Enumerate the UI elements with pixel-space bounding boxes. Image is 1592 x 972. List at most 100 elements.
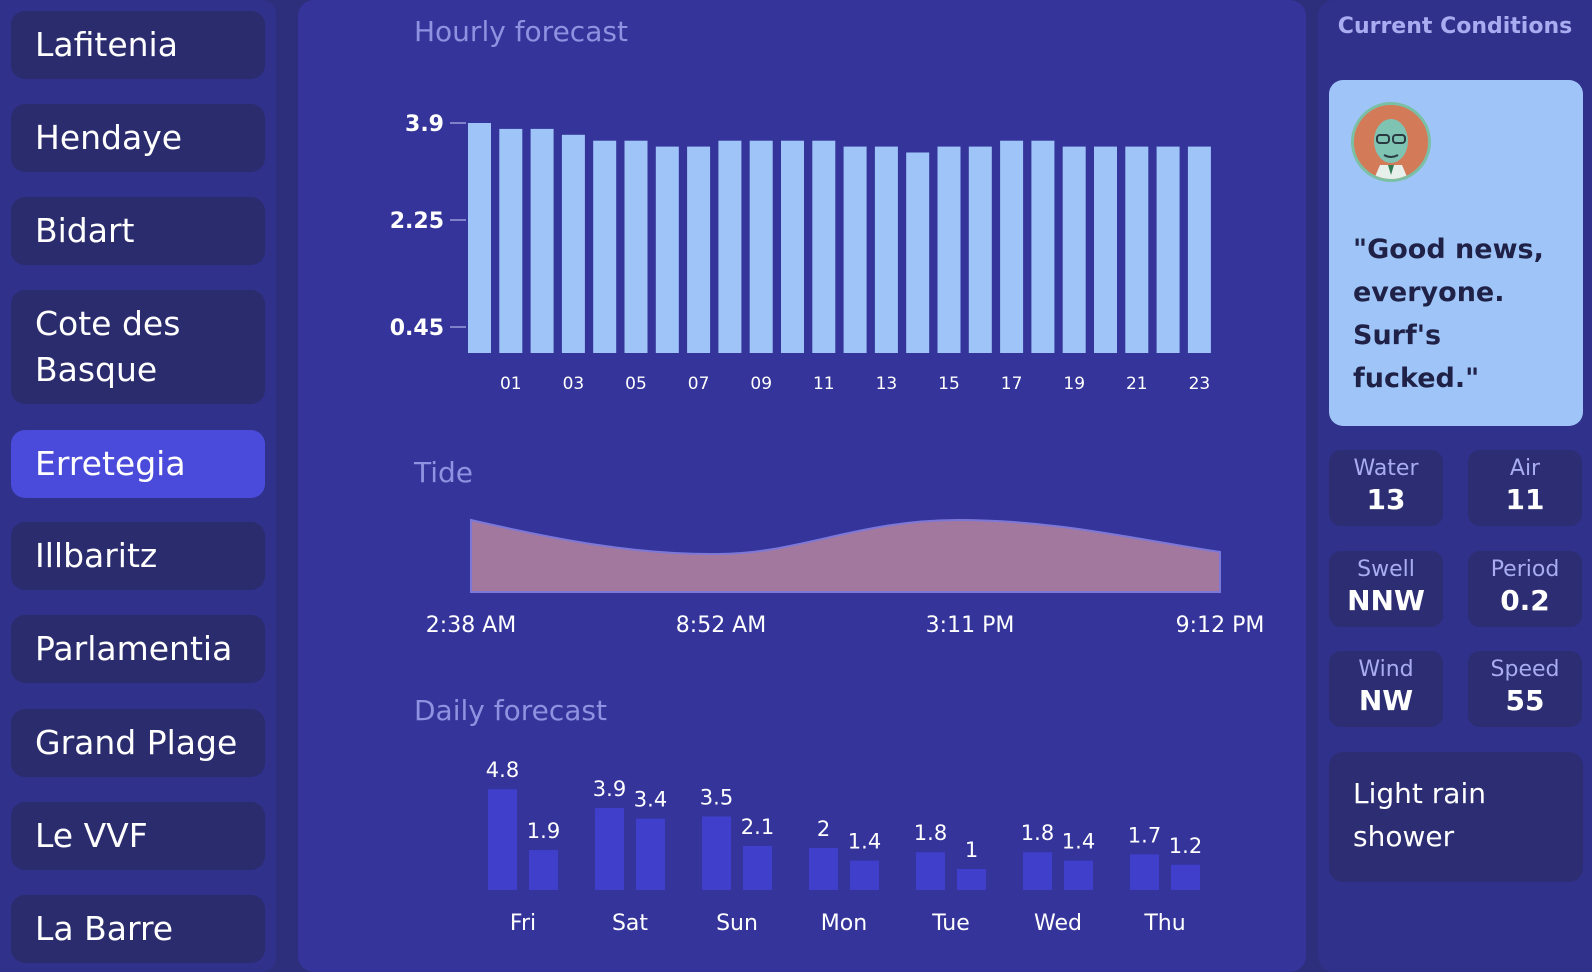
x-tick-label: 17 [1001,374,1023,394]
daily-value-label: 1.9 [527,819,560,843]
x-tick-label: 11 [813,374,835,394]
speed-value: 55 [1505,684,1545,717]
daily-day-label: Thu [1143,911,1185,936]
speed-stat: Speed 55 [1468,651,1582,727]
spot-label: Grand Plage [35,723,238,762]
x-tick-label: 05 [625,374,647,394]
tide-area [470,518,1221,593]
daily-value-label: 1.8 [914,821,947,845]
weather-condition: Light rain shower [1329,752,1583,882]
hourly-bar [812,140,836,353]
hourly-bar [1187,146,1211,353]
spot-label: Illbaritz [35,536,158,575]
daily-bar [595,808,624,890]
x-tick-label: 21 [1126,374,1148,394]
period-label: Period [1490,557,1560,582]
x-tick-label: 23 [1189,374,1211,394]
x-tick-label: 13 [876,374,898,394]
spot-label: Cote des Basque [35,304,181,389]
hourly-bar [530,128,554,353]
tide-time-label: 2:38 AM [426,613,516,638]
quote-card: "Good news, everyone. Surf's fucked." [1329,80,1583,426]
x-tick-label: 07 [688,374,710,394]
spot-label: Parlamentia [35,629,233,668]
wind-stat: Wind NW [1329,651,1443,727]
daily-value-label: 3.4 [634,788,667,812]
hourly-bar [687,146,711,353]
tide-time-label: 9:12 PM [1176,613,1265,638]
daily-bar [957,869,986,890]
daily-forecast-chart: 4.8 1.9 Fri 3.9 3.4 Sat 3.5 2.1 Sun 2 1.4 Mon 1.8 1 Tu… [486,758,1202,936]
spot-label: Hendaye [35,118,183,157]
hourly-bar [624,140,648,353]
hourly-bar [968,146,992,353]
daily-day-label: Sat [612,911,648,936]
spot-label: Lafitenia [35,25,178,64]
spot-item-hendaye[interactable]: Hendaye [11,104,265,172]
daily-bar [743,845,772,890]
y-tick-label: 2.25 [390,209,444,234]
air-stat: Air 11 [1468,450,1582,526]
daily-bar [1023,852,1052,890]
hourly-bar [1062,146,1086,353]
x-tick-label: 03 [563,374,585,394]
hourly-bar [1125,146,1149,353]
hourly-bar [1094,146,1117,353]
spot-item-grand-plage[interactable]: Grand Plage [11,709,265,777]
spot-item-erretegia[interactable]: Erretegia [11,430,265,498]
spot-label: Bidart [35,211,135,250]
spot-item-lafitenia[interactable]: Lafitenia [11,11,265,79]
daily-forecast-title: Daily forecast [414,694,607,727]
daily-value-label: 1 [965,838,978,862]
daily-day-label: Mon [821,911,867,936]
hourly-bar [781,140,804,353]
spot-item-parlamentia[interactable]: Parlamentia [11,615,265,683]
daily-bar [1171,864,1200,890]
spot-item-illbaritz[interactable]: Illbaritz [11,522,265,590]
tide-title: Tide [414,456,474,489]
spot-label: Erretegia [35,444,186,483]
hourly-bar [1031,140,1055,353]
current-conditions-panel: Current Conditions "Good news, everyone.… [1318,0,1592,972]
hourly-bar [499,128,523,353]
daily-bar [1064,860,1093,890]
swell-label: Swell [1357,557,1415,582]
hourly-bar [655,146,679,353]
spot-sidebar: Lafitenia Hendaye Bidart Cote des Basque… [0,0,276,972]
daily-value-label: 1.8 [1021,821,1054,845]
hourly-bar [843,146,867,353]
hourly-bar [1000,140,1024,353]
spot-label: Le VVF [35,816,148,855]
wind-label: Wind [1358,657,1414,682]
daily-value-label: 1.2 [1169,834,1202,858]
hourly-bar [937,146,961,353]
daily-value-label: 3.9 [593,777,626,801]
water-value: 13 [1366,483,1406,516]
daily-day-label: Fri [510,911,536,936]
daily-bar [702,816,731,890]
period-value: 0.2 [1500,584,1550,617]
air-label: Air [1509,456,1541,481]
period-stat: Period 0.2 [1468,551,1582,627]
swell-stat: Swell NNW [1329,551,1443,627]
x-tick-label: 15 [938,374,960,394]
x-tick-label: 01 [500,374,522,394]
spot-item-bidart[interactable]: Bidart [11,197,265,265]
tide-time-label: 3:11 PM [926,613,1015,638]
daily-value-label: 1.7 [1128,823,1161,847]
daily-bar [809,848,838,890]
spot-item-la-barre[interactable]: La Barre [11,895,265,963]
weather-condition-text: Light rain shower [1353,777,1486,853]
daily-value-label: 4.8 [486,758,519,782]
tide-chart: 2:38 AM 8:52 AM 3:11 PM 9:12 PM [426,518,1265,638]
daily-day-label: Tue [931,911,970,936]
current-conditions-title: Current Conditions [1337,14,1573,39]
daily-bar [916,852,945,890]
spot-item-le-vvf[interactable]: Le VVF [11,802,265,870]
y-tick-label: 3.9 [405,112,444,137]
hourly-forecast-chart: 3.9 2.25 0.45 01 03 05 07 09 11 13 15 17 19 21 23 [390,112,1211,394]
tide-time-label: 8:52 AM [676,613,766,638]
daily-bar [488,789,517,890]
speed-label: Speed [1490,657,1560,682]
spot-item-cote-des-basque[interactable]: Cote des Basque [11,290,265,404]
